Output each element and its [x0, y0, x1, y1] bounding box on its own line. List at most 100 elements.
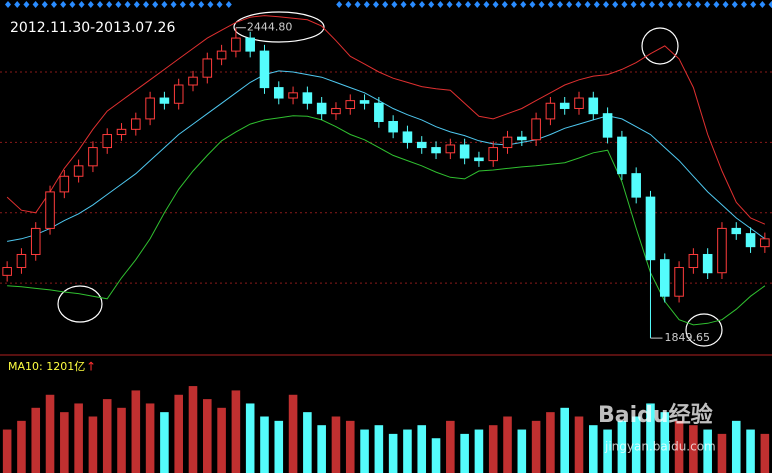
volume-bar	[303, 412, 312, 473]
volume-bar	[460, 433, 469, 473]
signal-marker	[520, 1, 527, 8]
volume-bar	[60, 412, 69, 473]
candle-body	[545, 102, 556, 120]
volume-bar	[631, 416, 641, 473]
signal-marker	[446, 1, 453, 8]
candle-body	[331, 107, 341, 115]
volume-bar	[245, 403, 255, 473]
volume-bar	[360, 429, 369, 473]
signal-marker	[400, 1, 407, 8]
candle-body	[245, 37, 255, 52]
signal-marker	[23, 1, 30, 8]
volume-bar	[374, 425, 384, 473]
signal-marker	[759, 1, 766, 8]
signal-marker	[713, 1, 720, 8]
signal-marker	[529, 1, 536, 8]
candle-body	[288, 92, 298, 99]
signal-marker	[741, 1, 747, 8]
signal-marker	[658, 1, 665, 8]
candle-body	[173, 84, 184, 104]
volume-bar	[574, 416, 584, 473]
candle-body	[760, 238, 770, 248]
signal-marker	[198, 1, 205, 8]
candle-body	[259, 50, 270, 89]
signal-marker	[584, 1, 591, 8]
signal-marker	[69, 1, 76, 8]
signal-marker	[511, 1, 517, 8]
signal-marker	[685, 1, 692, 8]
signal-marker	[676, 1, 683, 8]
signal-marker	[124, 1, 131, 8]
volume-bar	[274, 420, 284, 473]
annotation: 1849.65	[664, 331, 710, 344]
signal-marker	[419, 1, 425, 8]
signal-marker	[363, 1, 370, 8]
signal-marker	[538, 1, 545, 8]
highlight-circle	[685, 313, 723, 347]
volume-bar	[117, 407, 126, 473]
candle-body	[688, 253, 699, 269]
candle-body	[374, 102, 384, 123]
volume-bar	[131, 390, 141, 473]
signal-marker	[207, 1, 214, 8]
candle-body	[216, 50, 227, 60]
candle-body	[202, 58, 213, 78]
signal-marker	[225, 1, 232, 8]
candle-body	[474, 157, 484, 162]
signal-marker	[161, 1, 168, 8]
signal-marker	[630, 1, 637, 8]
signal-marker	[474, 1, 481, 8]
volume-bar	[488, 425, 498, 473]
signal-marker	[639, 1, 646, 8]
candle-body	[131, 118, 141, 130]
volume-bar	[546, 412, 555, 473]
signal-marker	[97, 1, 103, 8]
candle-body	[488, 147, 499, 162]
signal-marker	[189, 1, 195, 8]
candle-body	[102, 134, 113, 149]
candle-body	[717, 227, 727, 274]
candle-body	[402, 131, 413, 143]
signal-marker	[216, 1, 223, 8]
candle-body	[588, 97, 599, 115]
candle-body	[159, 97, 170, 104]
candle-body	[659, 259, 670, 297]
signal-marker	[428, 1, 435, 8]
signal-marker	[621, 1, 628, 8]
signal-marker	[179, 1, 186, 8]
signal-marker	[133, 1, 140, 8]
volume-bar	[517, 429, 527, 473]
candle-body	[316, 102, 327, 115]
volume-bar	[446, 420, 455, 473]
volume-bar	[731, 420, 741, 473]
signal-marker	[649, 1, 655, 8]
volume-bar	[760, 433, 770, 473]
signal-marker	[483, 1, 490, 8]
candle-body	[702, 253, 713, 274]
volume-label: MA10: 1201亿	[8, 360, 85, 373]
candle-body	[359, 100, 370, 104]
signal-marker	[373, 1, 379, 8]
volume-bar	[674, 420, 684, 473]
volume-bar	[417, 425, 427, 473]
band-line	[7, 70, 766, 242]
signal-marker	[382, 1, 389, 8]
watermark: jingyan.baidu.com	[604, 440, 716, 454]
volume-bar	[388, 433, 398, 473]
volume-bar	[317, 425, 326, 473]
signal-marker	[547, 1, 554, 8]
annotation: 2444.80	[247, 21, 293, 34]
band-line	[6, 15, 766, 225]
volume-bar	[188, 386, 198, 473]
signal-marker	[51, 1, 57, 8]
candle-body	[517, 136, 527, 141]
volume-bar	[260, 416, 269, 473]
highlight-circle	[233, 11, 325, 43]
candle-body	[16, 253, 27, 269]
band-line	[7, 115, 766, 326]
signal-marker	[566, 1, 573, 8]
candle-body	[59, 175, 70, 193]
volume-bar	[503, 416, 512, 473]
volume-bar	[603, 429, 612, 473]
